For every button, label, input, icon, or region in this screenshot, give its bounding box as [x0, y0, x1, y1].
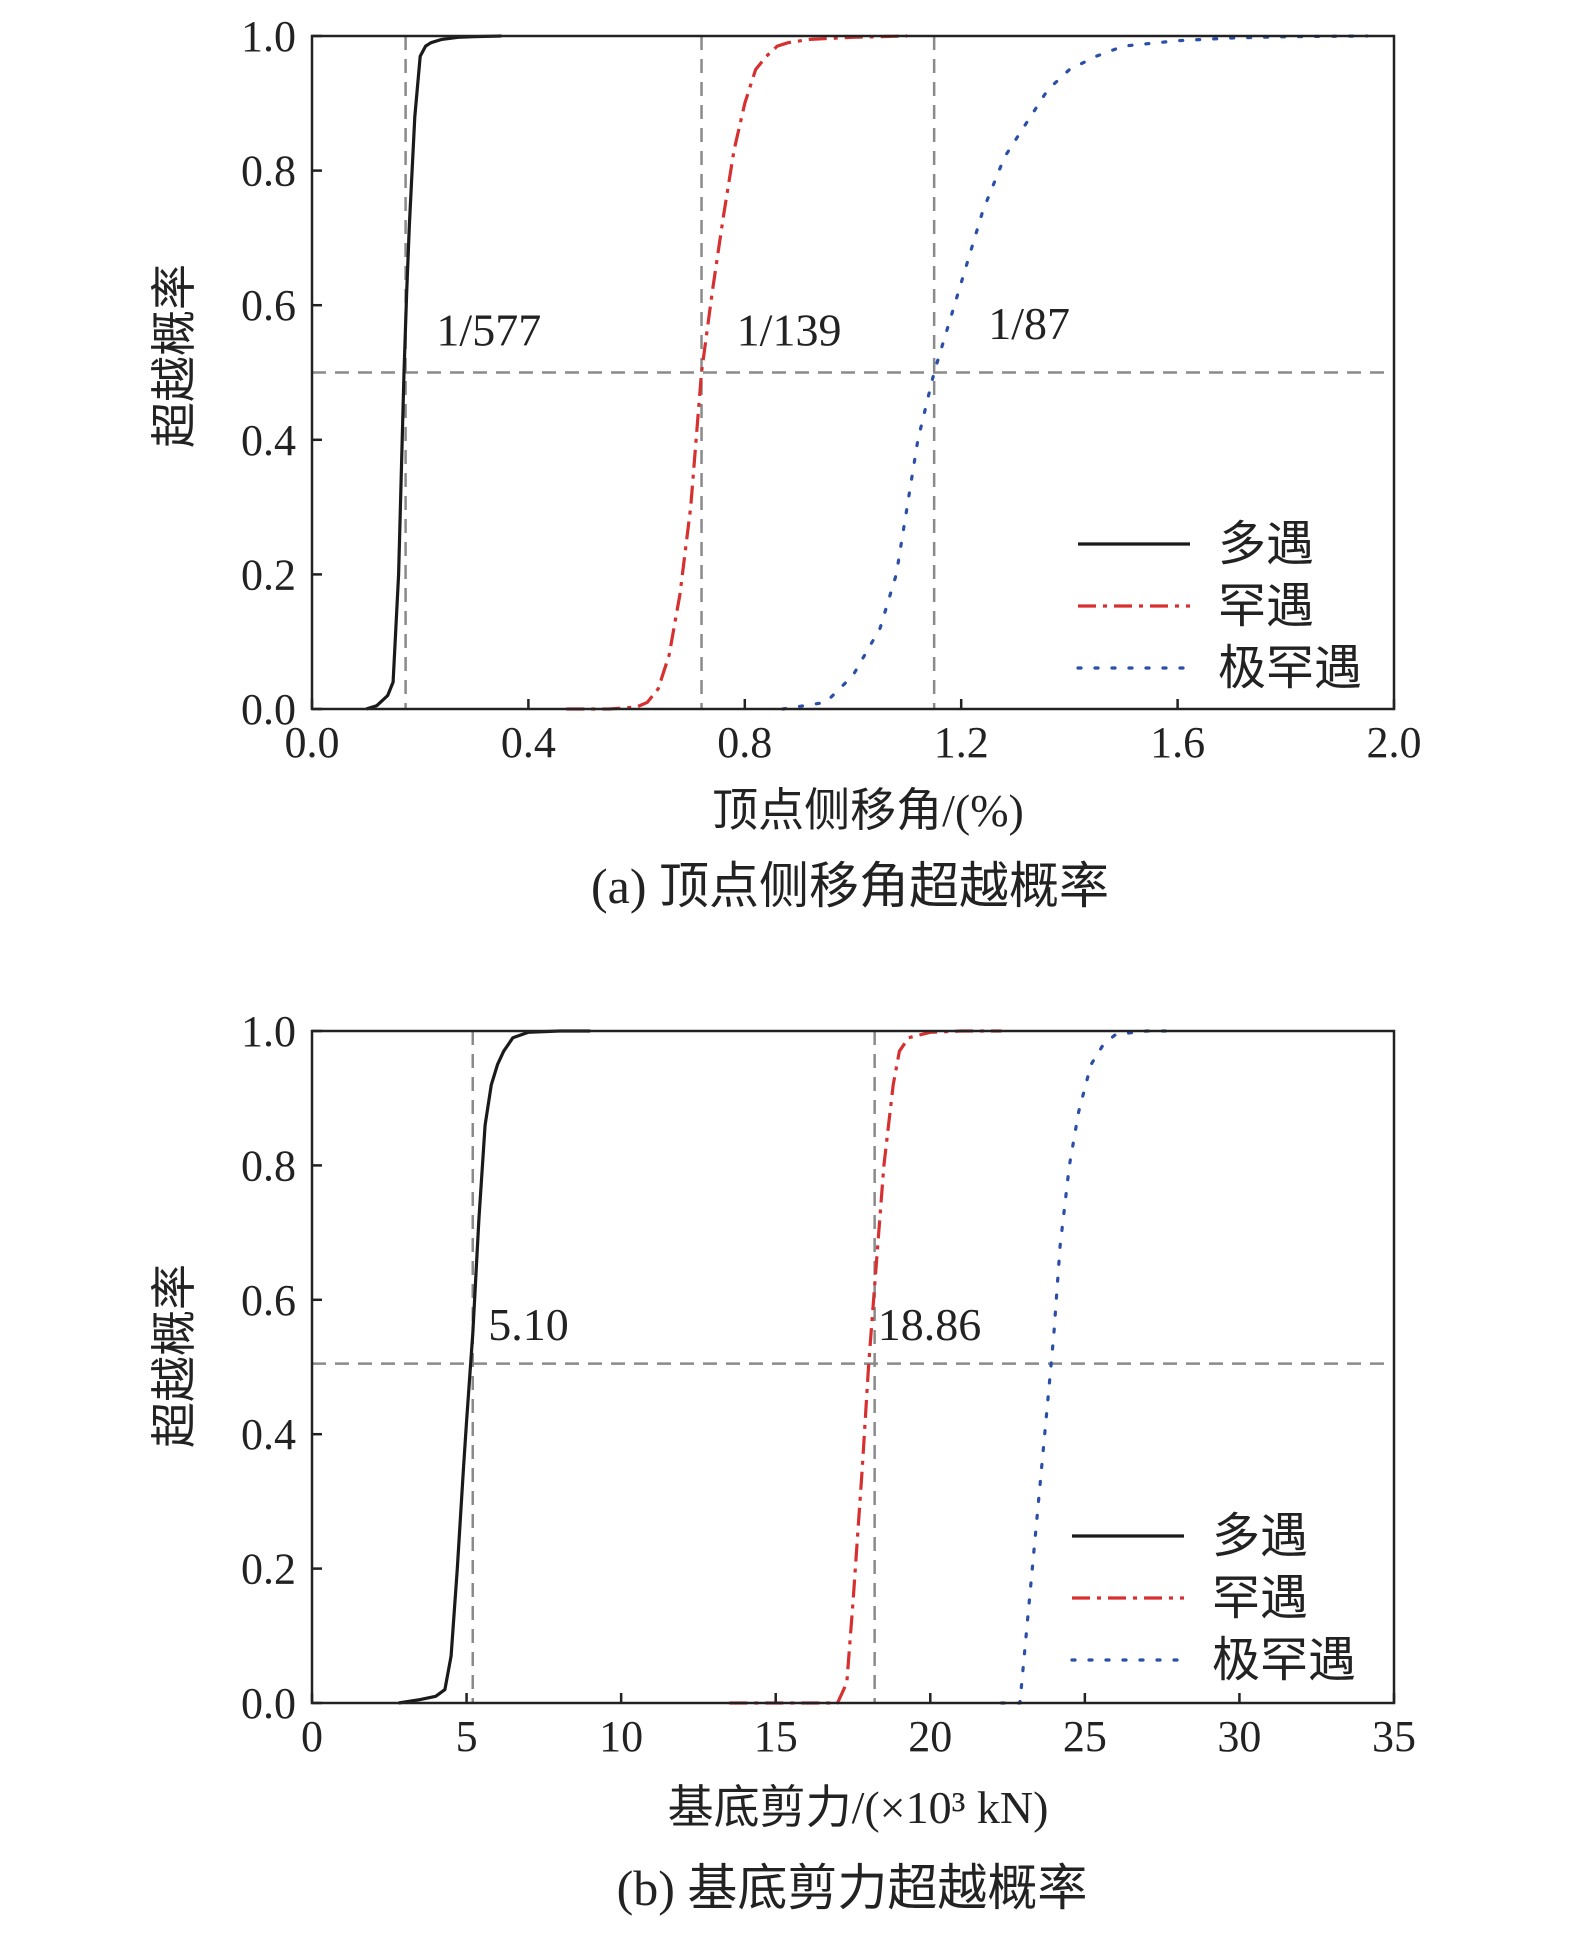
legend-label: 多遇 [1218, 518, 1314, 571]
legend-label: 极罕遇 [1212, 1634, 1356, 1687]
x-tick-label: 15 [754, 1712, 798, 1761]
panel-a-xlabel: 顶点侧移角/(%) [712, 785, 1024, 836]
x-tick-label: 10 [599, 1712, 643, 1761]
series-line-1 [566, 34, 908, 711]
panel-a-caption: (a) 顶点侧移角超越概率 [591, 858, 1109, 914]
x-tick-label: 5 [456, 1712, 478, 1761]
x-tick-label: 1.2 [934, 718, 989, 767]
plot-frame [310, 34, 1396, 711]
y-tick-label: 0.8 [241, 147, 296, 196]
annotation-label: 1/87 [988, 298, 1070, 349]
annotation-label: 5.10 [488, 1299, 569, 1350]
x-tick-label: 25 [1063, 1712, 1107, 1761]
x-tick-label: 2.0 [1367, 718, 1422, 767]
legend-label: 罕遇 [1212, 1572, 1308, 1625]
plot-frame [310, 1029, 1396, 1705]
series-line-0 [398, 1029, 591, 1705]
y-tick-label: 0.4 [241, 1410, 296, 1459]
legend-label: 多遇 [1212, 1510, 1308, 1563]
panel-b-xlabel: 基底剪力/(×10³ kN) [668, 1782, 1049, 1833]
panel-b-plot-area: 5.10 18.86 0 5 10 15 20 25 30 35 0.0 0.2 0.4 0.6 0.8 1.… [241, 1007, 1416, 1761]
x-tick-label: 20 [908, 1712, 952, 1761]
series-line-0 [365, 34, 502, 711]
y-tick-label: 0.0 [241, 685, 296, 734]
annotation-label: 1/577 [436, 305, 541, 356]
panel-b-caption: (b) 基底剪力超越概率 [617, 1860, 1088, 1916]
panel-a-drift-exceedance: 1/577 1/139 1/87 0.0 0.4 0.8 1.2 1.6 2.0 0.0 0.2 0.… [149, 12, 1422, 914]
annotation-label: 1/139 [737, 305, 842, 356]
x-tick-label: 0.8 [717, 718, 772, 767]
y-tick-label: 0.2 [241, 550, 296, 599]
legend-label: 极罕遇 [1218, 642, 1362, 695]
y-tick-label: 0.6 [241, 1276, 296, 1325]
x-tick-label: 0 [301, 1712, 323, 1761]
x-tick-label: 35 [1372, 1712, 1416, 1761]
y-tick-label: 0.6 [241, 281, 296, 330]
y-tick-label: 1.0 [241, 1007, 296, 1056]
series-line-2 [999, 1029, 1180, 1705]
panel-b-shear-exceedance: 5.10 18.86 0 5 10 15 20 25 30 35 0.0 0.2 0.4 0.6 0.8 1.… [149, 1007, 1416, 1916]
y-tick-label: 1.0 [241, 12, 296, 61]
series-line-2 [781, 34, 1369, 711]
x-tick-label: 0.4 [501, 718, 556, 767]
y-tick-label: 0.8 [241, 1141, 296, 1190]
y-tick-label: 0.0 [241, 1679, 296, 1728]
panel-a-plot-area: 1/577 1/139 1/87 0.0 0.4 0.8 1.2 1.6 2.0 0.0 0.2 0.… [241, 12, 1422, 767]
legend-label: 罕遇 [1218, 580, 1314, 633]
series-line-1 [729, 1029, 1002, 1705]
x-tick-label: 30 [1217, 1712, 1261, 1761]
y-tick-label: 0.4 [241, 416, 296, 465]
annotation-label: 18.86 [878, 1299, 982, 1350]
panel-b-ylabel: 超越概率 [149, 1264, 200, 1448]
x-tick-label: 0.0 [285, 718, 340, 767]
x-tick-label: 1.6 [1150, 718, 1205, 767]
panel-a-ylabel: 超越概率 [149, 264, 200, 448]
y-tick-label: 0.2 [241, 1545, 296, 1594]
